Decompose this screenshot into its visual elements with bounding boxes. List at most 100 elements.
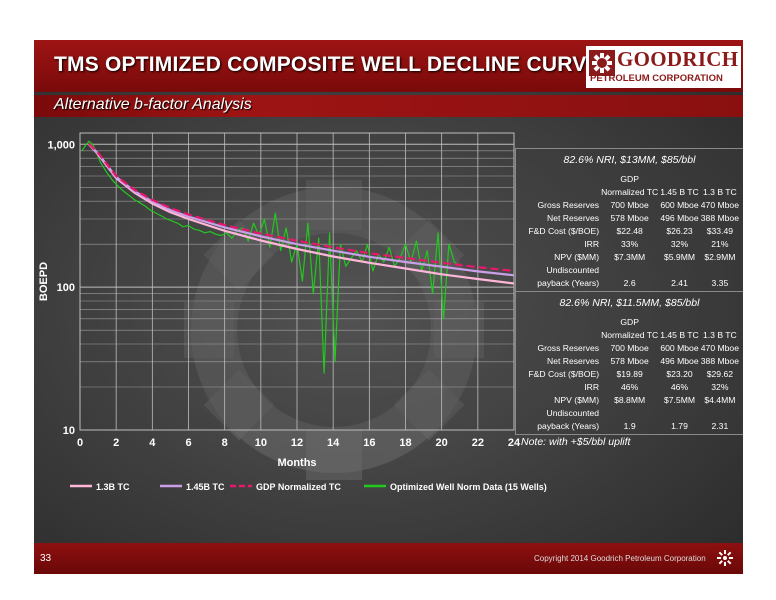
col-header: 1.45 B TC	[660, 187, 699, 197]
y-tick-label: 100	[57, 282, 75, 294]
row-label: IRR	[584, 382, 600, 392]
table-cell: 21%	[711, 239, 729, 249]
x-tick-label: 6	[185, 437, 191, 449]
table-cell: $8.8MM	[614, 395, 646, 405]
table-cell	[659, 264, 700, 277]
table-cell: 496 Mboe	[660, 356, 699, 366]
series-line-3	[88, 142, 515, 272]
table-cell: $26.23	[666, 226, 693, 236]
row-label: F&D Cost ($/BOE)	[528, 369, 600, 379]
table-cell: 600 Mboe	[660, 200, 699, 210]
table-cell: 46%	[621, 382, 639, 392]
table-row: F&D Cost ($/BOE) $22.48 $26.23 $33.49	[518, 225, 740, 238]
x-tick-label: 18	[399, 437, 411, 449]
table-body: GDP Normalized TC 1.45 B TC 1.3 B TC Gro…	[518, 173, 740, 290]
decline-curve-chart: 0 2 4 6 8 10 12 14 16 18 20 22 24101001,000MonthsBOE…	[38, 132, 547, 492]
col-header: 1.3 B TC	[703, 187, 737, 197]
x-axis-title: Months	[277, 457, 316, 469]
table-cell: 2.6	[623, 278, 636, 288]
legend-label-3: GDP Normalized TC	[256, 482, 341, 492]
col-header: GDP	[620, 174, 639, 184]
company-logo: GOODRICH PETROLEUM CORPORATION	[586, 46, 741, 88]
table-cell: 470 Mboe	[700, 200, 739, 210]
table-cell: $2.9MM	[704, 252, 736, 262]
table-row: payback (Years) 2.6 2.41 3.35	[518, 277, 740, 290]
table-row: Net Reserves 578 Mboe 496 Mboe 388 Mboe	[518, 355, 740, 368]
table-body: GDP Normalized TC 1.45 B TC 1.3 B TC Gro…	[518, 316, 740, 433]
table-row: IRR 46% 46% 32%	[518, 381, 740, 394]
table-title: 82.6% NRI, $11.5MM, $85/bbl	[559, 297, 700, 309]
table-header-row: Normalized TC 1.45 B TC 1.3 B TC	[518, 329, 740, 342]
col-header: GDP	[620, 317, 639, 327]
table-header-row: GDP	[518, 316, 740, 329]
table-cell: $29.62	[706, 369, 734, 379]
table-cell: $23.20	[666, 369, 693, 379]
uplift-note: Note: with +$5/bbl uplift	[521, 436, 631, 448]
table-header-row: Normalized TC 1.45 B TC 1.3 B TC	[518, 186, 740, 199]
table-row: Net Reserves 578 Mboe 496 Mboe 388 Mboe	[518, 212, 740, 225]
table-cell: 32%	[670, 239, 689, 249]
table-cell: $22.48	[616, 226, 643, 236]
background-gear-icon	[184, 180, 484, 480]
legend-label-2: 1.45B TC	[186, 482, 225, 492]
table-cell: 1.9	[623, 421, 636, 431]
page-subtitle: Alternative b-factor Analysis	[54, 96, 252, 113]
x-tick-label: 10	[255, 437, 267, 449]
table-cell	[600, 264, 659, 277]
col-header: Normalized TC	[601, 330, 659, 340]
table-cell: 3.35	[711, 278, 729, 288]
table-row: Undiscounted	[518, 264, 740, 277]
col-header: Normalized TC	[601, 187, 659, 197]
logo-name: GOODRICH	[617, 47, 739, 71]
row-label: NPV ($MM)	[554, 395, 600, 405]
economics-table-11-5mm: 82.6% NRI, $11.5MM, $85/bbl GDP Normaliz…	[515, 291, 743, 435]
table-cell: 388 Mboe	[700, 356, 739, 366]
table-cell	[659, 407, 700, 420]
table-row: Gross Reserves 700 Mboe 600 Mboe 470 Mboe	[518, 199, 740, 212]
table-title: 82.6% NRI, $13MM, $85/bbl	[563, 154, 696, 166]
copyright-text: Copyright 2014 Goodrich Petroleum Corpor…	[534, 554, 706, 563]
table-cell: 1.79	[671, 421, 688, 431]
page-number: 33	[40, 553, 52, 564]
row-label: F&D Cost ($/BOE)	[528, 226, 600, 236]
row-label: Undiscounted	[546, 408, 600, 418]
x-tick-label: 24	[508, 437, 521, 449]
table-cell: 2.31	[711, 421, 729, 431]
footer-bar: 33 Copyright 2014 Goodrich Petroleum Cor…	[34, 543, 743, 574]
x-tick-label: 22	[472, 437, 484, 449]
table-cell	[700, 407, 740, 420]
x-tick-label: 2	[113, 437, 119, 449]
table-row: IRR 33% 32% 21%	[518, 238, 740, 251]
x-tick-label: 8	[222, 437, 228, 449]
row-label: NPV ($MM)	[554, 252, 600, 262]
table-cell: 496 Mboe	[660, 213, 699, 223]
y-tick-label: 10	[63, 425, 75, 437]
col-header: 1.45 B TC	[660, 330, 699, 340]
row-label: payback (Years)	[537, 278, 600, 288]
table-cell: 700 Mboe	[610, 343, 649, 353]
row-label: IRR	[584, 239, 600, 249]
table-cell: 578 Mboe	[610, 213, 649, 223]
row-label: Net Reserves	[547, 356, 600, 366]
table-cell	[600, 407, 659, 420]
table-cell: 388 Mboe	[700, 213, 739, 223]
slide: TMS OPTIMIZED COMPOSITE WELL DECLINE CUR…	[34, 40, 743, 574]
title-bar: TMS OPTIMIZED COMPOSITE WELL DECLINE CUR…	[34, 40, 743, 92]
gear-icon	[717, 550, 733, 566]
y-tick-label: 1,000	[47, 139, 75, 151]
table-cell: $33.49	[706, 226, 734, 236]
table-cell: 470 Mboe	[700, 343, 739, 353]
row-label: Undiscounted	[546, 265, 600, 275]
table-cell: 2.41	[671, 278, 688, 288]
page-title: TMS OPTIMIZED COMPOSITE WELL DECLINE CUR…	[54, 53, 601, 76]
col-header: 1.3 B TC	[703, 330, 737, 340]
table-cell: $4.4MM	[704, 395, 736, 405]
legend-label-4: Optimized Well Norm Data (15 Wells)	[390, 482, 547, 492]
table-cell: 578 Mboe	[610, 356, 649, 366]
y-axis-title: BOEPD	[38, 262, 50, 301]
x-tick-label: 20	[436, 437, 448, 449]
table-row: NPV ($MM) $7.3MM $5.9MM $2.9MM	[518, 251, 740, 264]
x-tick-label: 4	[149, 437, 156, 449]
table-cell: 600 Mboe	[660, 343, 699, 353]
table-row: payback (Years) 1.9 1.79 2.31	[518, 420, 740, 433]
